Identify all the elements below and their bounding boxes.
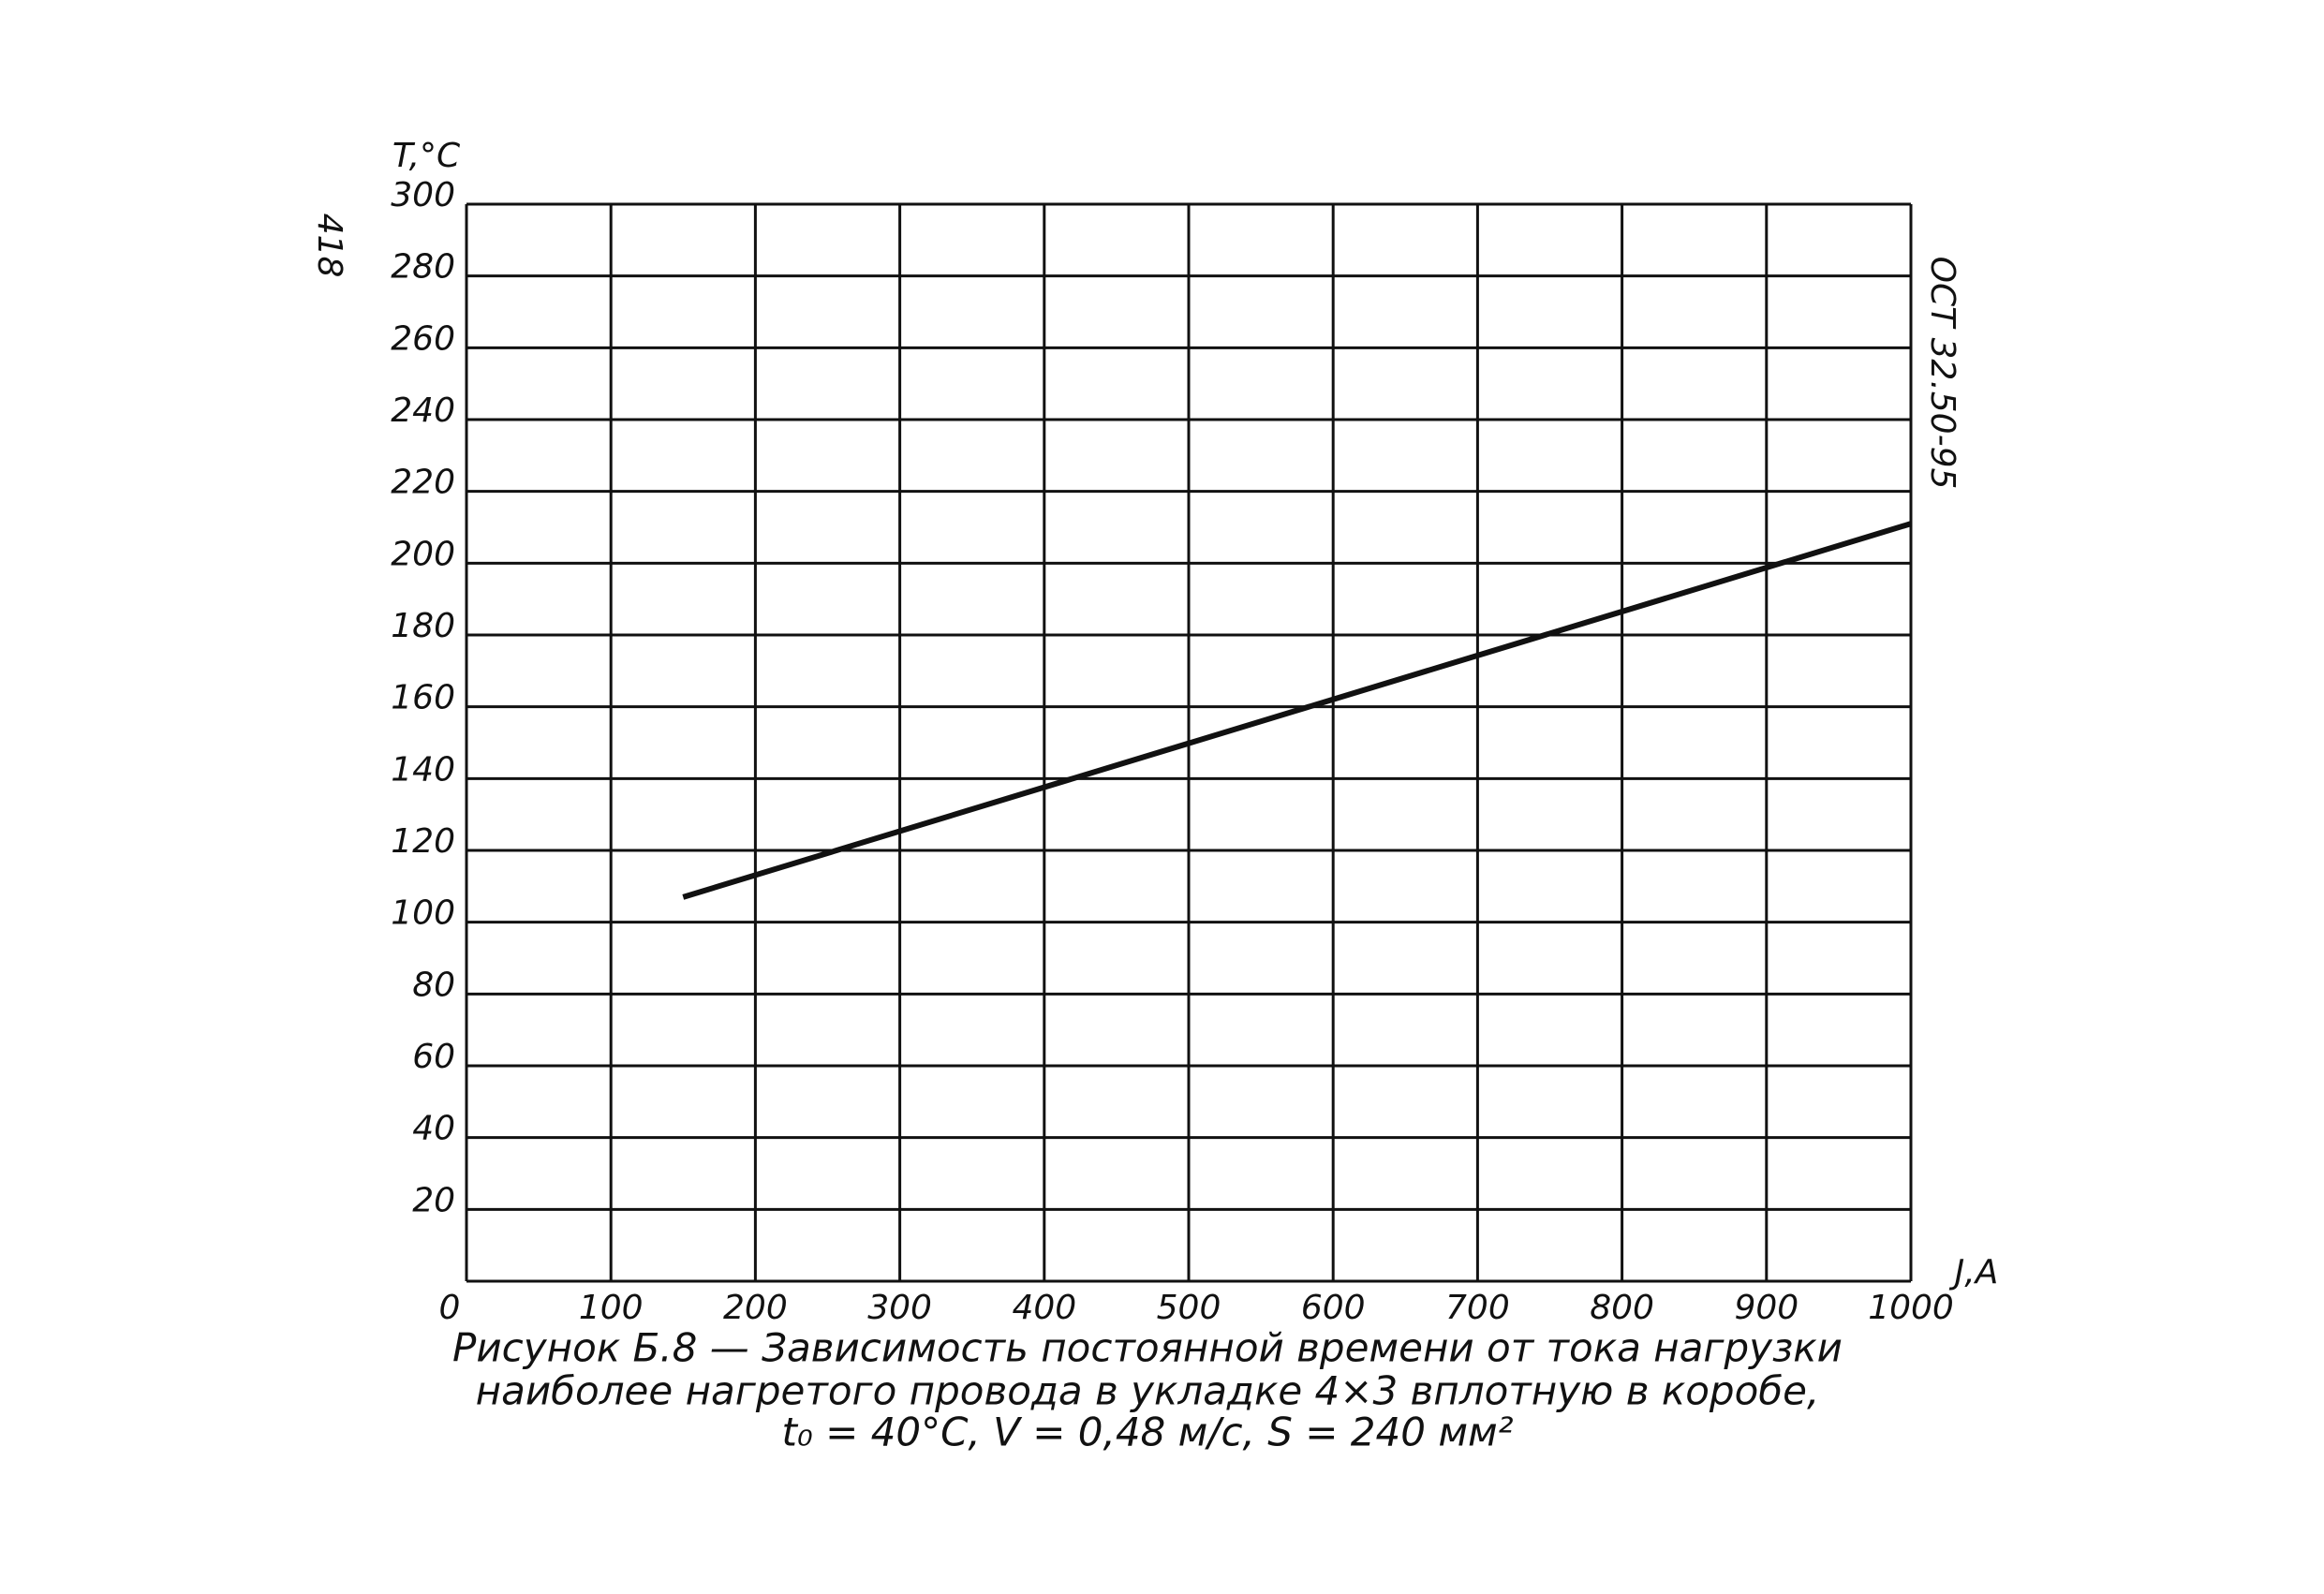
x-tick-label: 700	[1445, 1289, 1510, 1327]
caption-line: t₀ = 40°C, V = 0,48 м/с, S = 240 мм²	[781, 1410, 1513, 1455]
standard-code: ОСТ 32.50-95	[1923, 257, 1961, 490]
x-tick-label: 1000	[1868, 1289, 1954, 1327]
x-tick-label: 800	[1590, 1289, 1654, 1327]
x-tick-label: 900	[1734, 1289, 1799, 1327]
y-tick-label: 280	[391, 248, 455, 287]
caption-line: Рисунок Б.8 — Зависимость постоянной вре…	[452, 1325, 1843, 1371]
y-tick-label: 120	[391, 822, 455, 861]
x-tick-label: 600	[1301, 1289, 1366, 1327]
x-tick-label: 0	[439, 1289, 461, 1327]
x-tick-label: 400	[1012, 1289, 1076, 1327]
caption-line: наиболее нагретого провода в укладке 4×3…	[476, 1368, 1820, 1414]
y-tick-label: 60	[412, 1038, 455, 1076]
y-tick-label: 300	[391, 176, 455, 214]
y-tick-label: 100	[391, 894, 455, 933]
x-tick-label: 100	[579, 1289, 644, 1327]
x-tick-label: 300	[867, 1289, 932, 1327]
y-tick-label: 20	[412, 1181, 455, 1219]
y-tick-label: 80	[412, 966, 455, 1004]
y-tick-label: 140	[391, 750, 455, 789]
y-tick-label: 160	[391, 679, 455, 717]
x-tick-label: 200	[723, 1289, 788, 1327]
x-tick-label: 500	[1157, 1289, 1221, 1327]
x-axis-label: J,A	[1949, 1253, 1999, 1291]
page-number: 418	[310, 214, 348, 278]
y-tick-label: 180	[391, 607, 455, 645]
y-tick-label: 260	[391, 319, 455, 358]
y-tick-label: 240	[391, 391, 455, 430]
y-tick-label: 220	[391, 464, 455, 502]
y-tick-label: 40	[412, 1110, 455, 1148]
y-axis-label: T,°C	[392, 137, 461, 175]
data-line	[682, 521, 1912, 900]
y-tick-label: 200	[391, 535, 455, 573]
